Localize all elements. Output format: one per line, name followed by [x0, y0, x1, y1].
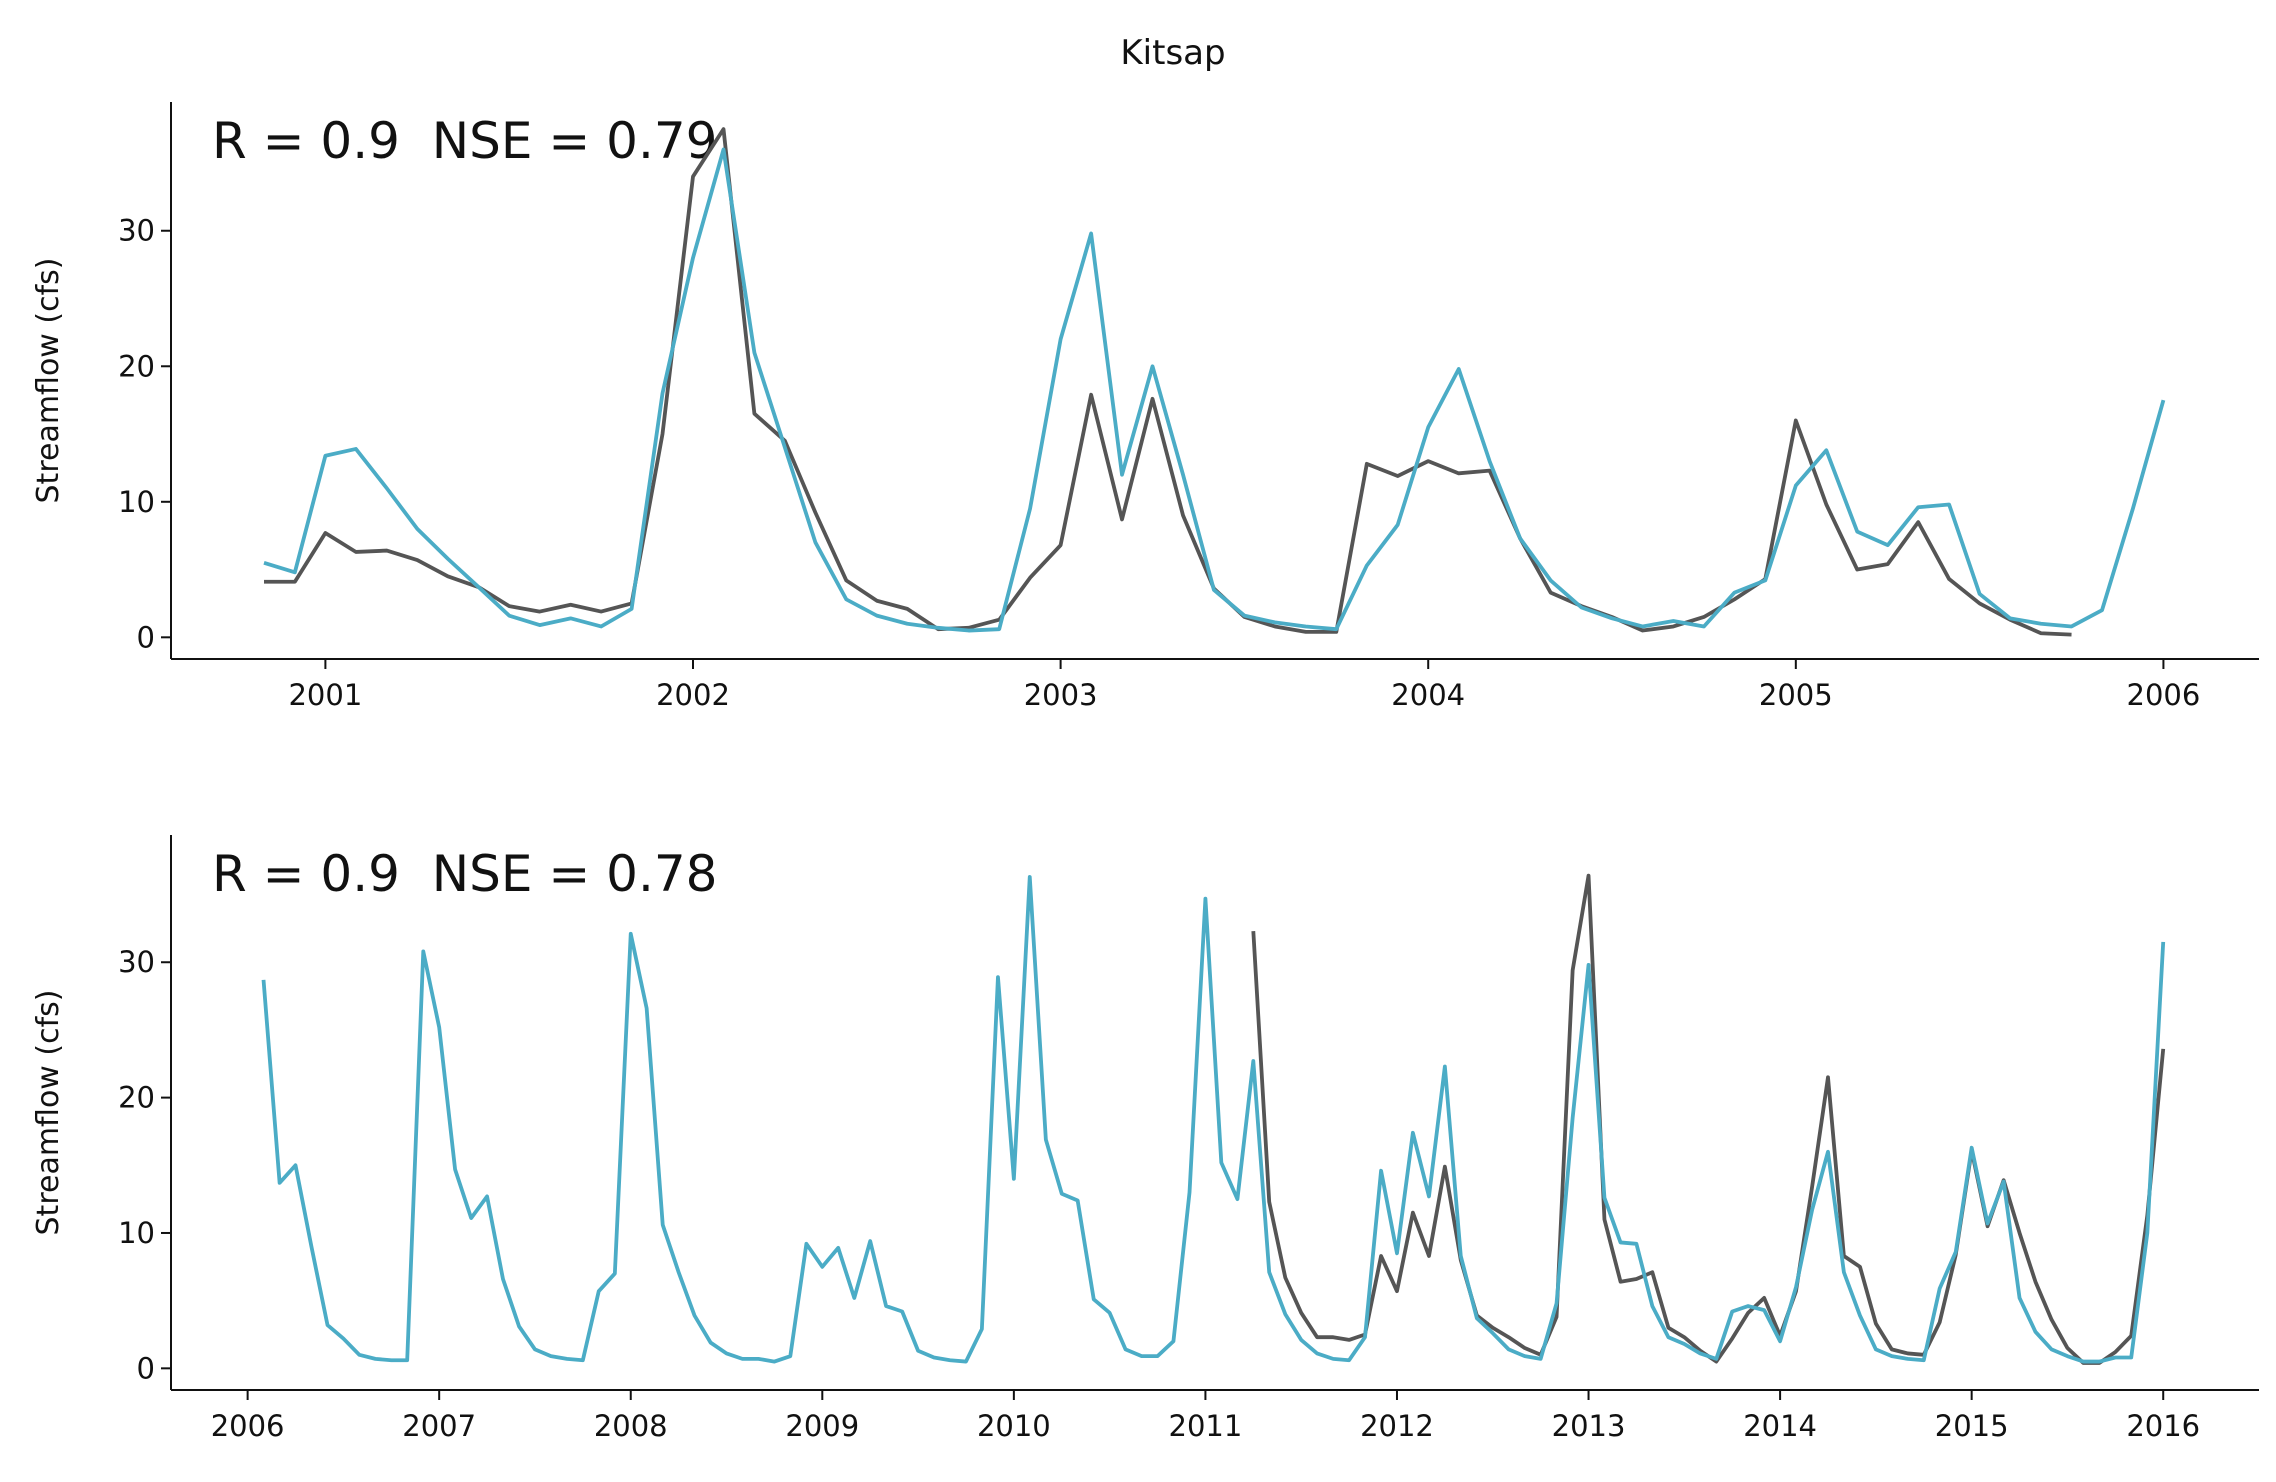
y-axis-label: Streamflow (cfs)	[31, 258, 66, 504]
y-axis-label: Streamflow (cfs)	[31, 990, 66, 1236]
y-tick-label: 30	[118, 214, 155, 248]
y-tick-label: 10	[118, 485, 155, 519]
chart-title: Kitsap	[1120, 33, 1225, 73]
x-tick-label: 2009	[785, 1409, 859, 1443]
y-tick-label: 10	[118, 1216, 155, 1250]
series-line	[264, 127, 2072, 637]
x-tick-label: 2016	[2126, 1409, 2200, 1443]
series-line	[1251, 873, 2166, 1365]
chart: 0 10 20 30 2006 2007 2008 2009 2010 2011 2012 2013 2…	[31, 835, 2259, 1443]
chart: Kitsap 0 10 20 30 2001 2002 2003 2004 2005 2006 Str…	[31, 33, 2259, 712]
x-tick-label: 2002	[656, 678, 730, 712]
x-tick-label: 2012	[1360, 1409, 1434, 1443]
y-tick-label: 20	[118, 1081, 155, 1115]
x-tick-label: 2007	[402, 1409, 476, 1443]
y-tick-label: 0	[137, 1351, 155, 1385]
series-line	[261, 875, 2166, 1364]
x-tick-label: 2006	[2127, 678, 2201, 712]
series-line	[263, 147, 2166, 633]
x-tick-label: 2003	[1024, 678, 1098, 712]
annotation: R = 0.9 NSE = 0.78	[212, 845, 717, 903]
x-tick-label: 2015	[1935, 1409, 2009, 1443]
x-tick-label: 2008	[594, 1409, 668, 1443]
x-tick-label: 2013	[1552, 1409, 1626, 1443]
x-tick-label: 2014	[1743, 1409, 1817, 1443]
x-tick-label: 2005	[1759, 678, 1833, 712]
annotation: R = 0.9 NSE = 0.79	[212, 112, 717, 170]
x-tick-label: 2001	[288, 678, 362, 712]
y-tick-label: 30	[118, 945, 155, 979]
x-tick-label: 2006	[211, 1409, 285, 1443]
y-tick-label: 0	[137, 620, 155, 654]
x-tick-label: 2011	[1169, 1409, 1243, 1443]
y-tick-label: 20	[118, 349, 155, 383]
x-tick-label: 2010	[977, 1409, 1051, 1443]
x-tick-label: 2004	[1391, 678, 1465, 712]
